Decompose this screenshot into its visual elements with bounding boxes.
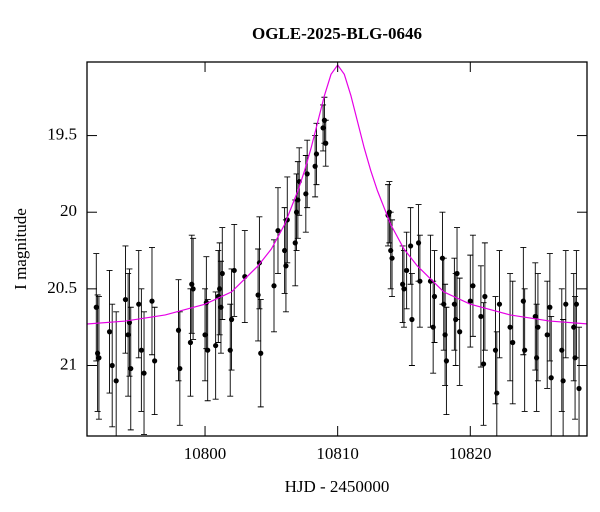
- data-point: [303, 191, 309, 197]
- data-point: [417, 278, 423, 284]
- data-point: [295, 197, 301, 203]
- data-point: [470, 283, 476, 289]
- data-point: [441, 301, 447, 307]
- data-point: [293, 209, 300, 215]
- data-point: [404, 267, 410, 274]
- data-point: [544, 332, 550, 338]
- data-point: [282, 247, 288, 254]
- data-point: [93, 304, 99, 310]
- data-point: [258, 350, 264, 356]
- data-point: [563, 301, 569, 307]
- data-point: [408, 243, 414, 249]
- data-point: [467, 298, 473, 304]
- data-point: [560, 378, 566, 384]
- data-point: [255, 292, 261, 298]
- x-tick-label: 10810: [316, 444, 359, 463]
- data-point: [113, 378, 119, 384]
- data-point: [152, 358, 158, 364]
- data-point: [275, 228, 281, 234]
- data-point: [535, 324, 541, 330]
- data-point: [177, 365, 183, 372]
- data-point: [190, 286, 196, 292]
- data-point: [136, 301, 142, 307]
- data-point: [480, 361, 487, 367]
- data-point: [494, 390, 500, 396]
- data-point: [320, 125, 326, 131]
- data-point: [454, 270, 460, 277]
- data-point: [492, 347, 499, 353]
- data-point: [231, 267, 237, 274]
- data-point: [122, 296, 129, 303]
- data-point: [478, 313, 484, 320]
- data-point: [401, 286, 407, 292]
- y-tick-label: 20: [60, 201, 77, 220]
- data-point: [202, 332, 208, 338]
- data-point: [431, 293, 438, 300]
- data-point: [451, 301, 457, 307]
- data-point: [227, 347, 233, 353]
- x-tick-label: 10820: [449, 444, 492, 463]
- data-point: [283, 263, 289, 269]
- data-point: [218, 304, 224, 310]
- data-point: [128, 365, 134, 372]
- y-tick-label: 20.5: [47, 278, 77, 297]
- data-point: [149, 298, 155, 304]
- model-curve: [87, 64, 587, 325]
- plot-area: [87, 64, 587, 436]
- data-point: [292, 240, 298, 246]
- data-point: [96, 355, 102, 361]
- data-point: [482, 293, 488, 300]
- data-point: [415, 240, 422, 246]
- data-point: [141, 370, 147, 376]
- plot-frame: [86, 61, 588, 437]
- data-point: [534, 355, 540, 361]
- x-tick-label: 10800: [184, 444, 227, 463]
- data-point: [205, 347, 211, 353]
- data-point: [496, 301, 503, 307]
- data-point: [256, 260, 263, 266]
- data-point: [189, 281, 195, 287]
- data-point: [323, 140, 329, 146]
- y-tick-label: 19.5: [47, 124, 77, 143]
- data-point: [313, 151, 320, 157]
- data-point: [219, 270, 225, 277]
- data-point: [213, 342, 219, 349]
- data-point: [187, 339, 194, 346]
- x-axis-label: HJD - 2450000: [285, 477, 390, 496]
- data-point: [106, 329, 113, 335]
- data-point: [312, 163, 318, 169]
- data-point: [520, 298, 526, 304]
- data-point: [389, 255, 395, 261]
- data-point: [442, 332, 448, 338]
- data-point: [138, 347, 144, 353]
- data-point: [109, 362, 115, 369]
- data-point: [547, 304, 553, 310]
- y-axis-label: I magnitude: [11, 208, 30, 290]
- data-point: [510, 339, 516, 346]
- data-point: [125, 332, 131, 338]
- data-point: [409, 316, 415, 323]
- data-point: [400, 281, 406, 287]
- data-point: [304, 171, 310, 177]
- data-point: [430, 324, 436, 330]
- data-point: [522, 347, 528, 353]
- data-point: [175, 327, 182, 333]
- data-point: [228, 316, 235, 323]
- data-point: [507, 324, 513, 330]
- data-point: [576, 385, 582, 392]
- data-point: [271, 283, 277, 289]
- data-point: [443, 358, 450, 364]
- data-point: [571, 324, 577, 330]
- data-point: [548, 375, 554, 381]
- data-point: [388, 247, 394, 254]
- data-point: [95, 350, 101, 356]
- data-point: [573, 301, 579, 307]
- chart-title: OGLE-2025-BLG-0646: [252, 24, 422, 43]
- data-point: [457, 329, 463, 335]
- y-tick-label: 21: [60, 354, 77, 373]
- data-point: [217, 286, 223, 292]
- data-point: [559, 347, 565, 353]
